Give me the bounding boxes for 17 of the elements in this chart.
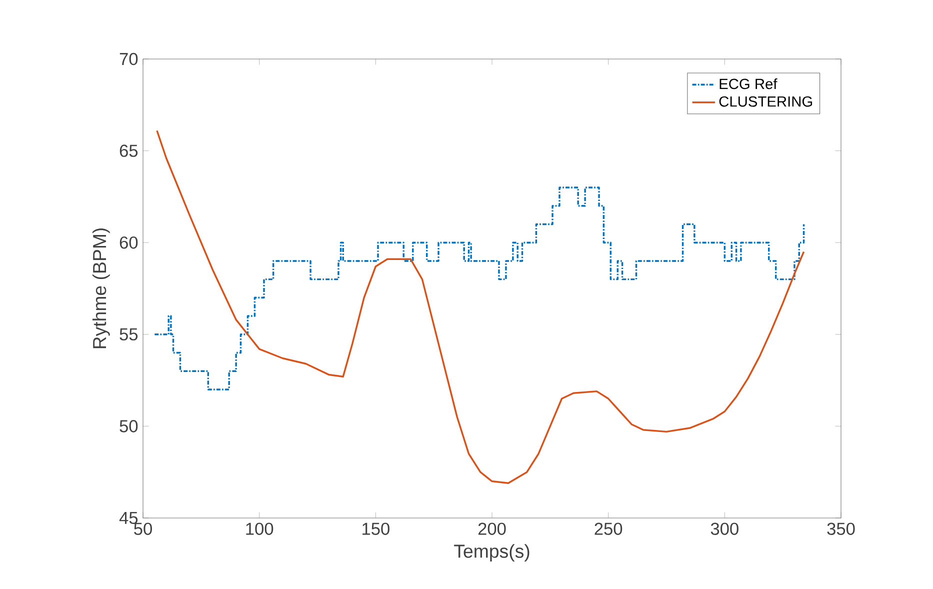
x-tick-label: 100 xyxy=(246,522,274,535)
x-tick-label: 150 xyxy=(362,522,390,535)
y-tick-label: 50 xyxy=(120,420,138,432)
x-tick-label: 200 xyxy=(478,522,506,535)
x-axis-title: Temps(s) xyxy=(454,544,530,562)
y-tick-label: 65 xyxy=(120,144,138,157)
y-axis-title: Rythme (BPM) xyxy=(92,228,110,348)
x-tick-label: 350 xyxy=(827,522,855,535)
y-tick-label: 45 xyxy=(119,512,138,524)
x-tick-label: 300 xyxy=(710,522,738,535)
legend-label: ECG Ref xyxy=(720,78,778,90)
y-tick-label: 60 xyxy=(120,236,138,249)
legend-label: CLUSTERING xyxy=(719,96,812,107)
y-tick-label: 70 xyxy=(120,52,138,66)
y-tick-label: 55 xyxy=(120,328,138,340)
x-tick-label: 50 xyxy=(134,522,152,535)
x-tick-label: 250 xyxy=(594,522,622,535)
